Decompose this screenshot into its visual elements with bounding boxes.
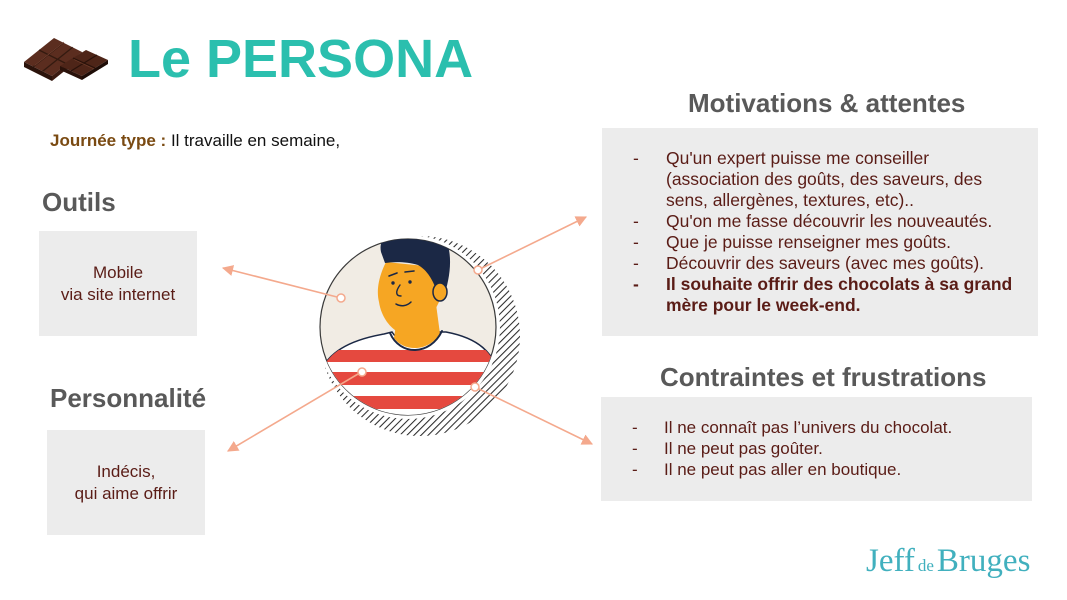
connector-dot: [473, 265, 483, 275]
motivations-heading: Motivations & attentes: [688, 88, 966, 118]
list-item: - Il souhaite offrir des chocolats à sa g…: [633, 274, 1022, 316]
personnalite-line: qui aime offrir: [74, 483, 178, 503]
list-item-text: Il ne connaît pas l’univers du chocolat.: [664, 418, 953, 437]
list-item: - Il ne peut pas aller en boutique.: [632, 459, 1024, 480]
arrow-to-outils: [221, 265, 346, 303]
arrow-to-motivations: [473, 216, 588, 275]
motivations-box: - Qu'un expert puisse me conseiller (asso…: [602, 128, 1038, 336]
contraintes-heading: Contraintes et frustrations: [660, 362, 987, 392]
chocolate-bar-icon: [24, 38, 108, 81]
arrow-to-personnalite: [227, 367, 367, 452]
list-item: - Qu'on me fasse découvrir les nouveautés…: [633, 211, 1022, 232]
connector-line: [221, 265, 338, 298]
arrow-to-contraintes: [470, 382, 594, 445]
list-item: - Que je puisse renseigner mes goûts.: [633, 232, 1022, 253]
brand-logo: Jeff deBruges: [866, 541, 1030, 587]
list-item-text: Qu'on me fasse découvrir les nouveautés.: [666, 211, 993, 231]
page-title: Le PERSONA: [128, 29, 474, 89]
bullet-dash: -: [633, 232, 639, 252]
list-item: - Il ne peut pas goûter.: [632, 438, 1024, 459]
avatar-eye-right: [408, 280, 412, 284]
list-item: - Qu'un expert puisse me conseiller (asso…: [633, 148, 1022, 211]
bullet-dash: -: [632, 418, 638, 437]
persona-avatar-illustration: [316, 235, 520, 436]
motivations-list: - Qu'un expert puisse me conseiller (asso…: [633, 148, 1022, 316]
connector-line: [478, 388, 594, 445]
connector-dot: [470, 382, 480, 392]
day-text: Il travaille en semaine,: [170, 131, 341, 150]
avatar-eyebrows: [388, 270, 415, 277]
bullet-dash: -: [633, 274, 639, 294]
connector-line: [481, 216, 588, 269]
list-item-text: Il ne peut pas aller en boutique.: [664, 460, 902, 479]
avatar-mouth: [395, 301, 412, 307]
connector-dot: [357, 367, 367, 377]
outils-line: Mobile: [92, 262, 144, 282]
personnalite-box: Indécis, qui aime offrir: [47, 430, 205, 535]
avatar-face: [377, 262, 444, 336]
connector-line: [227, 373, 359, 452]
avatar-nose: [396, 284, 402, 297]
connector-dot: [336, 293, 346, 303]
logo-word: de: [917, 556, 934, 575]
bullet-dash: -: [633, 211, 639, 231]
bullet-dash: -: [633, 253, 639, 273]
contraintes-box: - Il ne connaît pas l’univers du chocolat…: [601, 397, 1032, 501]
logo-word: Jeff: [866, 543, 915, 579]
list-item-text: Découvrir des saveurs (avec mes goûts).: [666, 253, 985, 273]
outils-heading: Outils: [42, 187, 116, 217]
day-label: Journée type :: [50, 131, 167, 150]
outils-line: via site internet: [60, 284, 176, 304]
bullet-dash: -: [632, 439, 638, 458]
day-description: Journée type : Il travaille en semaine,: [50, 131, 340, 151]
avatar-ear: [432, 282, 448, 302]
list-item-text: Il ne peut pas goûter.: [664, 439, 823, 458]
bullet-dash: -: [633, 148, 639, 168]
avatar-collar: [389, 330, 443, 351]
logo-word: Bruges: [936, 543, 1031, 579]
bullet-dash: -: [632, 460, 638, 479]
list-item: - Il ne connaît pas l’univers du chocolat…: [632, 417, 1024, 438]
list-item-text: Qu'un expert puisse me conseiller (assoc…: [666, 148, 983, 210]
list-item: - Découvrir des saveurs (avec mes goûts).: [633, 253, 1022, 274]
avatar-hair: [380, 239, 451, 296]
personnalite-line: Indécis,: [96, 461, 156, 481]
personnalite-heading: Personnalité: [50, 383, 207, 413]
list-item-text: Que je puisse renseigner mes goûts.: [666, 232, 952, 252]
avatar-eye-left: [391, 281, 395, 285]
list-item-text: Il souhaite offrir des chocolats à sa gr…: [666, 274, 1013, 315]
outils-box: Mobile via site internet: [39, 231, 197, 336]
contraintes-list: - Il ne connaît pas l’univers du chocolat…: [632, 417, 1024, 480]
